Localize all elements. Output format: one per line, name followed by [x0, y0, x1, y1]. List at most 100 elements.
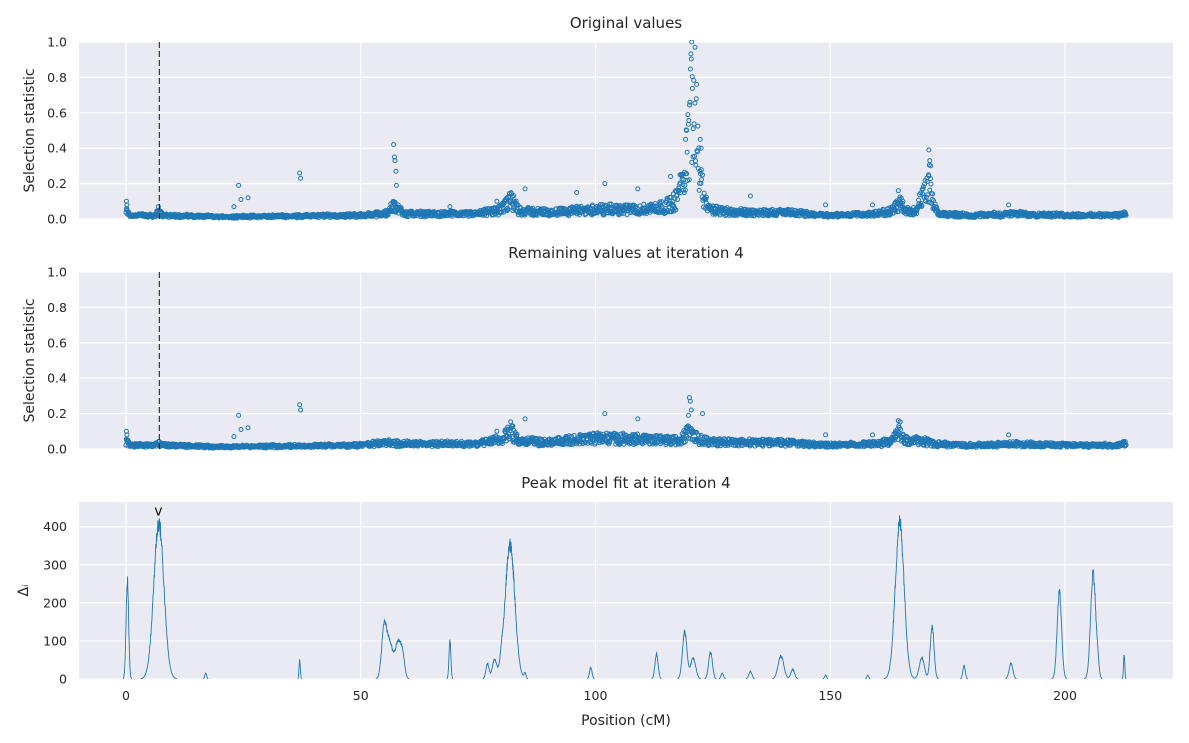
data-point [158, 209, 164, 215]
data-point [675, 197, 681, 203]
series-line [587, 666, 595, 679]
data-point [693, 162, 699, 168]
y-tick-label: 100 [43, 633, 67, 648]
data-point [693, 96, 699, 102]
data-point [749, 213, 755, 219]
data-point [668, 174, 674, 180]
data-point [231, 434, 237, 440]
y-tick-label: 0.0 [47, 442, 67, 457]
data-point [930, 191, 936, 197]
data-point [682, 439, 688, 445]
data-point [698, 167, 704, 173]
data-point [691, 77, 697, 83]
data-point [536, 436, 542, 442]
data-point [569, 434, 575, 440]
data-point [494, 198, 500, 204]
data-point [699, 177, 705, 183]
data-point [695, 123, 701, 129]
data-point [895, 431, 901, 437]
data-point [919, 203, 925, 209]
series-line [1121, 654, 1127, 679]
data-point [236, 412, 242, 418]
x-tick-label: 200 [1053, 688, 1077, 703]
data-point [659, 199, 665, 205]
y-tick-label: 200 [43, 595, 67, 610]
data-point [124, 432, 130, 438]
data-point [607, 201, 613, 207]
data-point [392, 199, 398, 205]
series-line [651, 651, 662, 679]
data-point [1123, 212, 1129, 218]
series-line [745, 669, 755, 680]
series-line [446, 639, 454, 679]
data-point [787, 207, 793, 213]
data-point [692, 100, 698, 106]
y-tick-label: 0.2 [47, 406, 67, 421]
data-point [238, 197, 244, 203]
series-line [883, 515, 939, 680]
data-point [574, 189, 580, 195]
y-tick-label: 0.8 [47, 300, 67, 315]
data-point [682, 187, 688, 193]
data-point [701, 190, 707, 196]
y-tick-label: 1.0 [47, 265, 67, 280]
data-layer [123, 40, 1129, 221]
data-point [597, 202, 603, 208]
y-tick-label: 300 [43, 557, 67, 572]
data-point [409, 208, 415, 214]
data-point [498, 210, 504, 216]
data-point [897, 194, 903, 200]
data-point [678, 190, 684, 196]
series-line [1005, 661, 1017, 680]
data-point [507, 428, 513, 434]
plot-background [79, 272, 1173, 449]
data-point [511, 193, 517, 199]
data-point [920, 186, 926, 192]
data-point [900, 199, 906, 205]
y-tick-label: 0.6 [47, 105, 67, 120]
x-tick-label: 0 [122, 688, 130, 703]
data-point [231, 204, 237, 210]
data-point [692, 44, 698, 50]
data-point [618, 211, 624, 217]
y-tick-label: 0 [59, 672, 67, 687]
data-point [926, 147, 932, 153]
data-point [531, 441, 537, 447]
data-point [680, 182, 686, 188]
data-point [666, 204, 672, 210]
y-tick-label: 0.8 [47, 70, 67, 85]
data-point [393, 182, 399, 188]
series-line [960, 664, 968, 679]
y-tick-label: 0.0 [47, 212, 67, 227]
data-point [614, 202, 620, 208]
data-point [683, 136, 689, 142]
data-point [689, 85, 695, 91]
data-point [597, 431, 603, 437]
data-point [624, 202, 630, 208]
data-point [700, 411, 706, 417]
data-point [522, 186, 528, 192]
data-point [690, 126, 696, 132]
data-point [895, 188, 901, 194]
data-point [447, 204, 453, 210]
y-axis-label: Δᵢ [16, 584, 32, 596]
y-tick-label: 400 [43, 519, 67, 534]
series-line [123, 576, 133, 679]
data-point [747, 193, 753, 199]
series-line [704, 651, 717, 680]
data-layer [123, 395, 1129, 451]
data-point [731, 207, 737, 213]
data-point [1123, 442, 1129, 448]
series-line [865, 674, 871, 680]
data-point [924, 179, 930, 185]
plot-background [79, 42, 1173, 219]
data-point [929, 197, 935, 203]
data-point [245, 195, 251, 201]
data-point [504, 208, 510, 214]
data-point [934, 204, 940, 210]
data-point [694, 81, 700, 87]
data-point [685, 412, 691, 418]
